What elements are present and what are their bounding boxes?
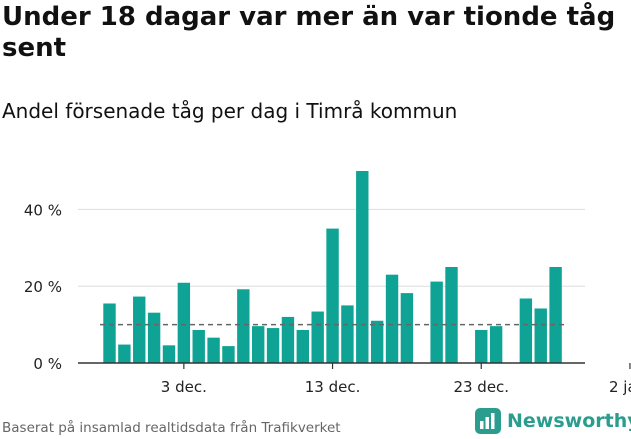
bar — [281, 316, 295, 363]
newsworthy-logo[interactable]: Newsworthy — [474, 406, 631, 436]
x-tick-label: 13 dec. — [305, 378, 361, 396]
bar — [296, 329, 310, 363]
x-tick-label: 3 dec. — [161, 378, 207, 396]
x-axis-ticks: 3 dec. 13 dec. 23 dec. 2 jan. — [161, 363, 631, 396]
bar — [549, 267, 562, 363]
y-tick-label: 40 % — [24, 201, 62, 219]
bar — [534, 308, 547, 363]
y-tick-label: 0 % — [33, 355, 62, 373]
bar — [266, 328, 280, 363]
chart-subtitle: Andel försenade tåg per dag i Timrå komm… — [2, 99, 458, 123]
bar — [519, 298, 533, 363]
bar — [311, 311, 324, 363]
newsworthy-logo-icon — [475, 408, 501, 434]
chart-title: Under 18 dagar var mer än var tionde tåg… — [2, 2, 616, 63]
bar — [162, 345, 176, 363]
bar — [385, 274, 399, 363]
bar — [118, 344, 131, 363]
bar — [341, 305, 354, 363]
bar — [356, 171, 369, 363]
bar — [237, 289, 250, 363]
bar — [192, 329, 205, 363]
bar — [475, 329, 488, 363]
brand-name: Newsworthy — [507, 410, 631, 432]
y-axis-ticks: 0 % 20 % 40 % — [24, 201, 62, 373]
bar — [489, 326, 503, 363]
bar — [147, 312, 161, 363]
bar — [103, 303, 116, 363]
bar — [326, 228, 339, 363]
bar — [370, 320, 384, 363]
y-tick-label: 20 % — [24, 278, 62, 296]
bar — [177, 282, 191, 363]
bar — [430, 281, 443, 363]
bar — [445, 267, 458, 363]
bar — [207, 337, 220, 363]
bar-chart: 0 % 20 % 40 % 3 dec. 13 dec. 23 dec. 2 jan. — [24, 171, 631, 396]
x-tick-label: 2 jan. — [609, 378, 631, 396]
bars — [103, 171, 562, 363]
bar — [400, 293, 414, 363]
bar — [222, 346, 235, 363]
bar — [252, 326, 265, 363]
x-tick-label: 23 dec. — [453, 378, 509, 396]
bar — [133, 296, 146, 363]
source-note: Baserat på insamlad realtidsdata från Tr… — [2, 420, 341, 436]
